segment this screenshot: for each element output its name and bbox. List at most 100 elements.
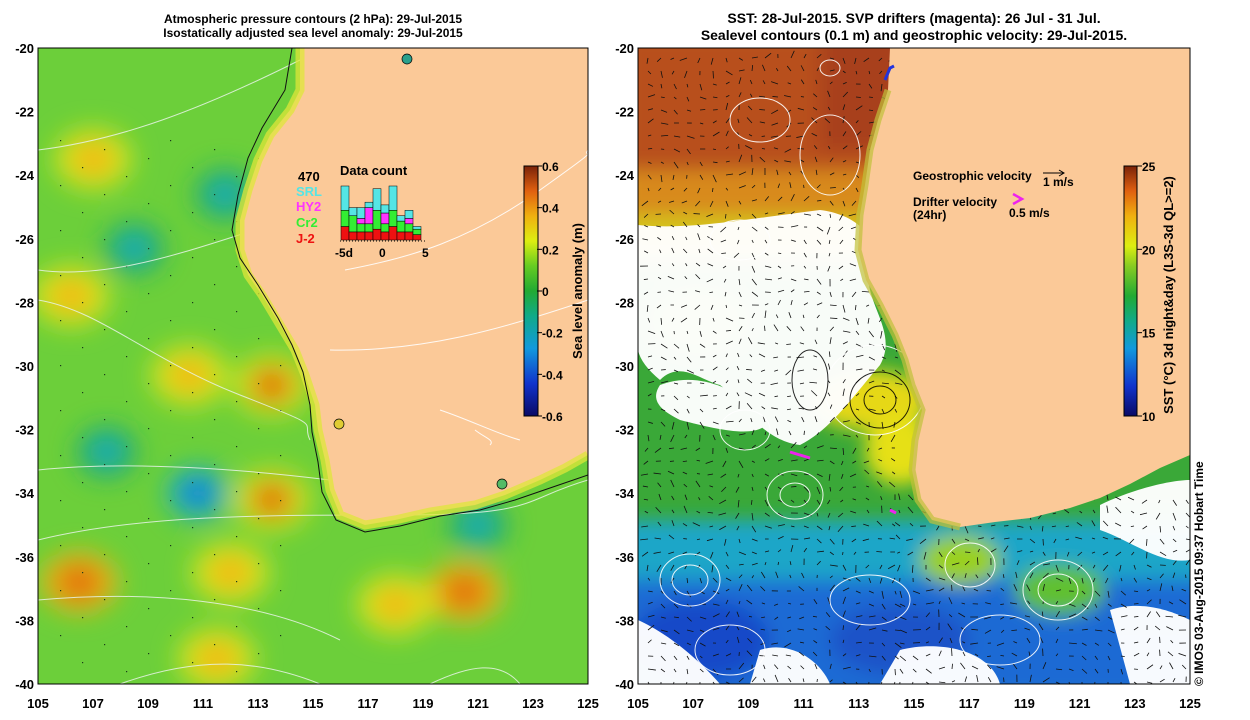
velocity-arrow — [764, 499, 769, 507]
velocity-arrow — [1146, 637, 1151, 644]
data-count-bar — [380, 212, 390, 225]
velocity-arrow — [829, 81, 833, 85]
velocity-arrow — [660, 642, 667, 645]
velocity-arrow — [725, 160, 730, 163]
velocity-arrow — [868, 109, 874, 112]
velocity-arrow — [653, 472, 662, 475]
velocity-arrow — [746, 117, 753, 124]
velocity-arrow — [909, 523, 914, 527]
velocity-arrow — [707, 263, 714, 267]
stipple-dot — [126, 626, 128, 628]
velocity-arrow — [803, 458, 809, 462]
velocity-arrow — [938, 666, 946, 670]
velocity-arrow — [788, 312, 792, 319]
sea-level-high-core — [373, 586, 418, 623]
velocity-arrow — [842, 160, 847, 163]
velocity-arrow — [1107, 616, 1113, 620]
velocity-arrow — [696, 510, 701, 514]
velocity-arrow — [842, 70, 846, 74]
velocity-arrow — [816, 445, 824, 449]
velocity-arrow — [1055, 577, 1064, 582]
velocity-arrow — [644, 510, 649, 514]
velocity-arrow — [829, 538, 835, 545]
velocity-arrow — [671, 235, 675, 241]
velocity-arrow — [868, 603, 875, 607]
velocity-arrow — [718, 512, 727, 516]
velocity-arrow — [719, 499, 727, 505]
lon-tick-label: 117 — [358, 696, 379, 711]
data-count-bar — [412, 226, 422, 230]
velocity-arrow — [829, 157, 834, 163]
stipple-dot — [82, 662, 84, 664]
velocity-arrow — [1091, 520, 1096, 527]
velocity-arrow — [698, 497, 701, 501]
velocity-arrow — [951, 551, 956, 555]
velocity-arrow — [712, 187, 714, 193]
velocity-arrow — [673, 395, 679, 401]
velocity-arrow — [790, 278, 797, 282]
velocity-arrow — [736, 525, 740, 531]
velocity-arrow — [802, 314, 805, 319]
velocity-arrow — [749, 354, 753, 358]
lat-tick-label: -40 — [15, 677, 34, 692]
stipple-dot — [170, 545, 172, 547]
stipple-dot — [258, 428, 260, 430]
velocity-arrow — [829, 172, 835, 176]
velocity-arrow — [699, 161, 703, 167]
velocity-arrow — [725, 447, 729, 453]
velocity-arrow — [797, 369, 805, 372]
velocity-arrow — [777, 196, 783, 202]
velocity-arrow — [656, 57, 662, 63]
velocity-arrow — [699, 577, 703, 584]
velocity-arrow — [643, 250, 649, 254]
velocity-arrow — [814, 156, 818, 163]
lat-tick-label: -38 — [615, 613, 634, 628]
stipple-dot — [280, 635, 282, 637]
velocity-arrow — [964, 560, 970, 566]
stipple-dot — [170, 455, 172, 457]
velocity-arrow — [709, 485, 714, 488]
velocity-arrow — [764, 525, 772, 529]
velocity-arrow — [899, 668, 904, 674]
velocity-arrow — [812, 107, 818, 111]
stipple-dot — [236, 266, 238, 268]
velocity-arrow — [971, 665, 979, 670]
velocity-arrow — [748, 337, 753, 345]
sea-level-high-core — [208, 554, 253, 591]
velocity-arrow — [788, 678, 792, 683]
velocity-arrow — [1012, 663, 1018, 670]
stipple-dot — [82, 167, 84, 169]
velocity-arrow — [1103, 564, 1109, 571]
velocity-arrow — [842, 57, 846, 64]
velocity-arrow — [816, 213, 822, 217]
velocity-arrow — [788, 171, 792, 176]
velocity-arrow — [1146, 589, 1151, 592]
velocity-arrow — [803, 265, 807, 269]
velocity-arrow — [673, 629, 680, 635]
stipple-dot — [60, 320, 62, 322]
velocity-arrow — [725, 405, 732, 410]
velocity-arrow — [710, 57, 714, 65]
velocity-arrow — [868, 668, 871, 673]
velocity-arrow — [1092, 509, 1096, 514]
velocity-arrow — [758, 392, 766, 397]
velocity-arrow — [854, 57, 857, 65]
stipple-dot — [214, 329, 216, 331]
velocity-arrow — [764, 550, 770, 553]
velocity-arrow — [1133, 603, 1139, 605]
velocity-arrow — [761, 148, 766, 150]
stipple-dot — [192, 572, 194, 574]
velocity-arrow — [751, 486, 754, 492]
velocity-arrow — [758, 353, 766, 358]
velocity-arrow — [815, 79, 818, 85]
velocity-arrow — [1094, 642, 1100, 646]
stipple-dot — [258, 473, 260, 475]
velocity-arrow — [1159, 538, 1165, 545]
velocity-arrow — [850, 226, 857, 230]
velocity-arrow — [855, 421, 862, 425]
velocity-arrow — [1115, 551, 1122, 557]
velocity-arrow — [787, 420, 792, 423]
velocity-arrow — [1102, 536, 1109, 540]
velocity-arrow — [673, 96, 677, 100]
velocity-arrow — [1159, 678, 1165, 683]
